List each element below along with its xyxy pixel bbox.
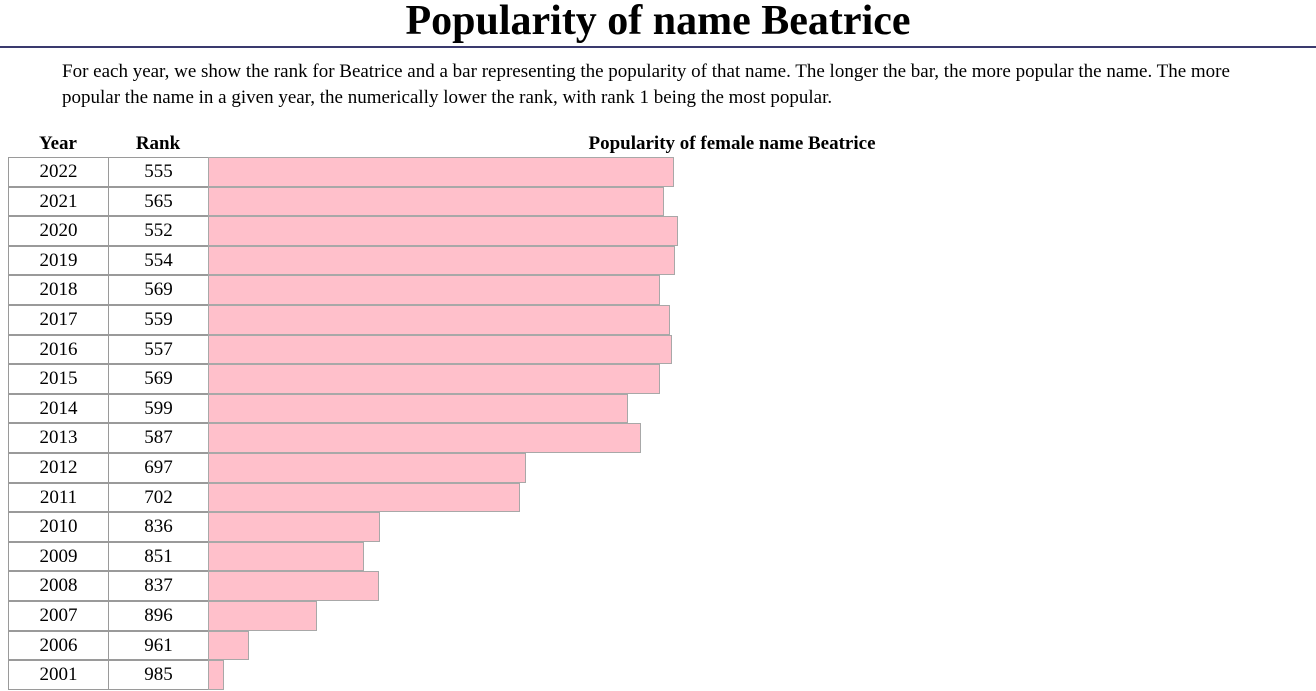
year-cell: 2012 [8, 452, 109, 483]
table-row: 2019 554 [8, 245, 1268, 276]
year-cell: 2001 [8, 660, 109, 690]
table-row: 2016 557 [8, 334, 1268, 365]
table-row: 2021 565 [8, 186, 1268, 217]
table-row: 2020 552 [8, 216, 1268, 246]
table-row: 2018 569 [8, 275, 1268, 305]
popularity-bar [208, 512, 380, 542]
year-cell: 2016 [8, 334, 109, 365]
table-row: 2022 555 [8, 157, 1268, 187]
year-cell: 2008 [8, 571, 109, 601]
year-cell: 2007 [8, 600, 109, 631]
rank-cell: 961 [108, 630, 209, 661]
year-cell: 2015 [8, 364, 109, 394]
year-cell: 2020 [8, 216, 109, 246]
rank-cell: 851 [108, 541, 209, 572]
rank-cell: 554 [108, 245, 209, 276]
table-row: 2007 896 [8, 600, 1268, 631]
year-cell: 2019 [8, 245, 109, 276]
year-cell: 2021 [8, 186, 109, 217]
table-row: 2017 559 [8, 304, 1268, 335]
table-row: 2011 702 [8, 482, 1268, 513]
table-row: 2014 599 [8, 393, 1268, 424]
year-cell: 2011 [8, 482, 109, 513]
table-row: 2006 961 [8, 630, 1268, 661]
year-cell: 2009 [8, 541, 109, 572]
table-row: 2009 851 [8, 541, 1268, 572]
table-row: 2013 587 [8, 423, 1268, 453]
popularity-bar [208, 157, 675, 187]
rank-cell: 702 [108, 482, 209, 513]
year-cell: 2010 [8, 512, 109, 542]
table-row: 2010 836 [8, 512, 1268, 542]
intro-paragraph: For each year, we show the rank for Beat… [62, 61, 1230, 108]
popularity-bar [208, 186, 664, 217]
rank-column-header: Rank [135, 133, 181, 154]
rank-cell: 697 [108, 452, 209, 483]
rank-cell: 587 [108, 423, 209, 453]
year-column-header: Year [39, 133, 77, 154]
year-cell: 2014 [8, 393, 109, 424]
table-row: 2015 569 [8, 364, 1268, 394]
popularity-bar [208, 571, 379, 601]
rank-cell: 599 [108, 393, 209, 424]
popularity-bar [208, 216, 678, 246]
chart-title: Popularity of female name Beatrice [588, 133, 876, 154]
popularity-bar [208, 423, 641, 453]
popularity-bar [208, 334, 673, 365]
page-title: Popularity of name Beatrice [405, 0, 911, 44]
title-divider [0, 46, 1316, 48]
rank-cell: 837 [108, 571, 209, 601]
popularity-bar [208, 452, 526, 483]
year-cell: 2006 [8, 630, 109, 661]
rank-cell: 836 [108, 512, 209, 542]
rank-cell: 559 [108, 304, 209, 335]
popularity-bar [208, 600, 317, 631]
rank-cell: 569 [108, 275, 209, 305]
popularity-bar [208, 304, 671, 335]
year-cell: 2013 [8, 423, 109, 453]
popularity-bar [208, 482, 521, 513]
popularity-bar [208, 245, 676, 276]
popularity-bar [208, 364, 660, 394]
year-cell: 2022 [8, 157, 109, 187]
rank-cell: 555 [108, 157, 209, 187]
year-cell: 2018 [8, 275, 109, 305]
rank-cell: 569 [108, 364, 209, 394]
rank-cell: 557 [108, 334, 209, 365]
popularity-bar [208, 393, 629, 424]
table-row: 2008 837 [8, 571, 1268, 601]
popularity-bar [208, 541, 365, 572]
rank-cell: 552 [108, 216, 209, 246]
year-cell: 2017 [8, 304, 109, 335]
rank-cell: 896 [108, 600, 209, 631]
popularity-bar [208, 275, 660, 305]
rank-cell: 565 [108, 186, 209, 217]
table-row: 2001 985 [8, 660, 1268, 690]
popularity-bar [208, 660, 224, 690]
popularity-bar [208, 630, 249, 661]
table-row: 2012 697 [8, 452, 1268, 483]
popularity-table: 2022 555 2021 565 2020 552 2019 554 2018 569 2017 5… [8, 157, 1268, 690]
rank-cell: 985 [108, 660, 209, 690]
